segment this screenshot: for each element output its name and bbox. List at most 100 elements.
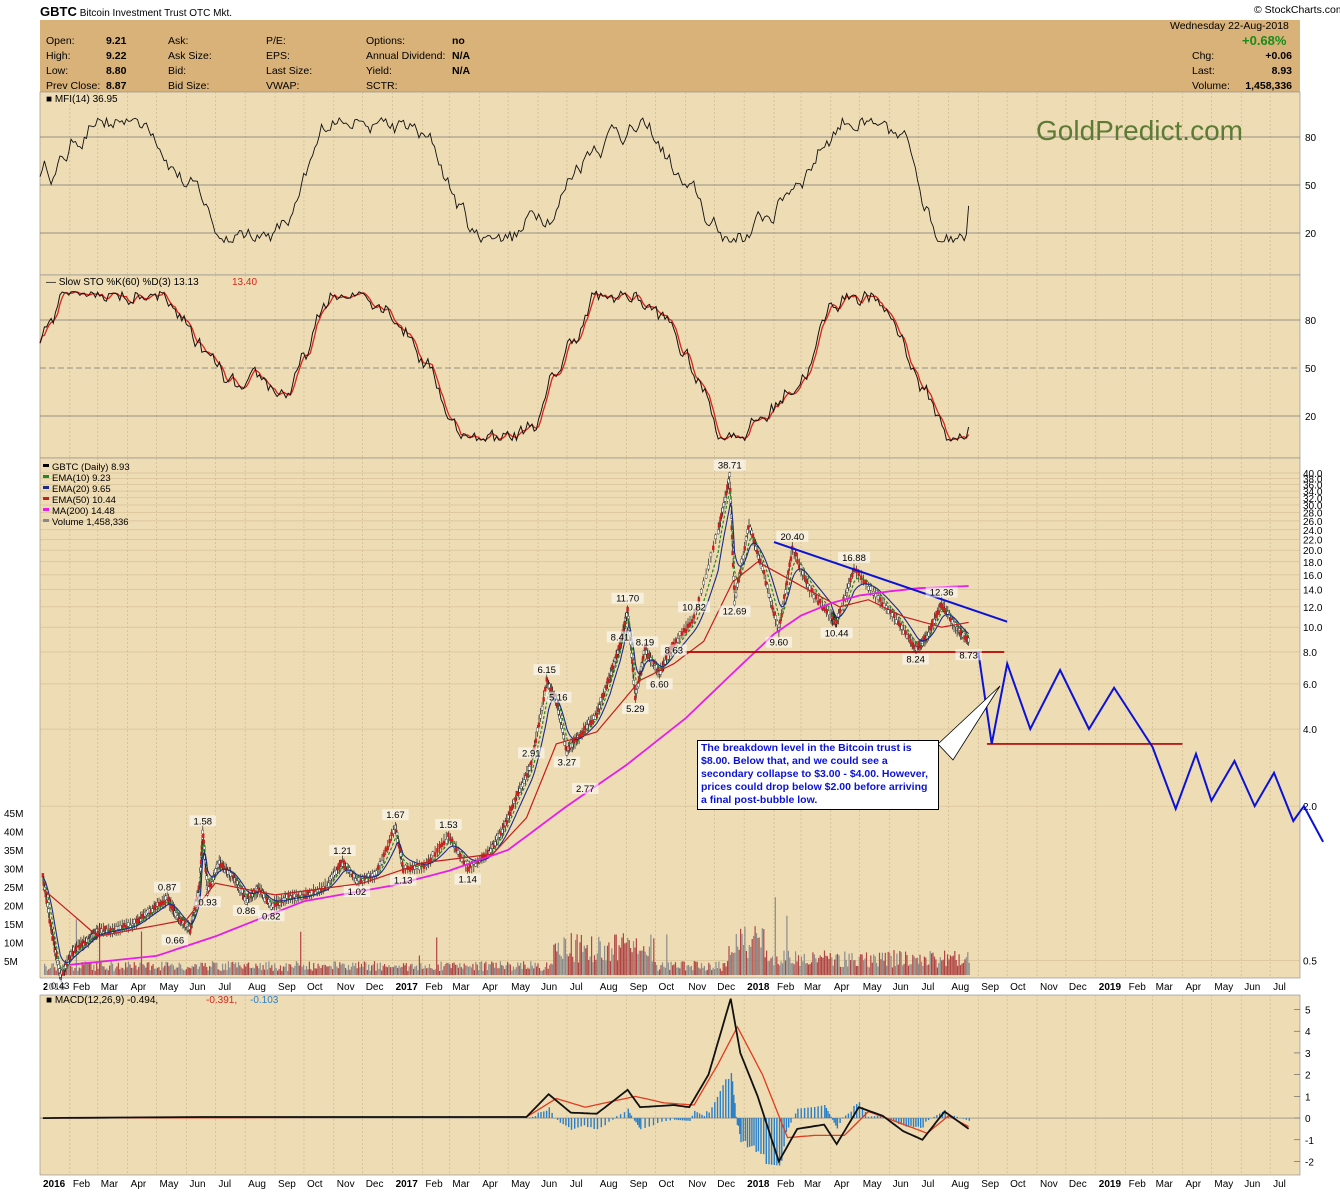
volume-bar — [524, 964, 526, 975]
macd-hist-bar — [740, 1118, 742, 1143]
macd-y-tick: 2 — [1305, 1071, 1311, 1082]
price-label-bg — [435, 818, 462, 830]
candle-body — [845, 588, 849, 593]
x-tick-label: May — [160, 982, 179, 993]
volume-bar — [320, 968, 322, 975]
volume-bar — [823, 950, 826, 975]
volume-bar — [388, 965, 390, 975]
price-label: 0.82 — [262, 911, 281, 922]
volume-bar — [766, 950, 768, 975]
volume-bar — [489, 964, 491, 975]
volume-bar — [83, 964, 85, 975]
volume-bar — [201, 962, 203, 975]
volume-bar — [657, 970, 659, 975]
volume-bar — [891, 967, 894, 975]
volume-bar — [253, 968, 255, 975]
macd-hist-bar — [616, 1116, 618, 1119]
volume-bar — [808, 964, 810, 975]
macd-hist-bar — [556, 1118, 559, 1120]
ema10-line — [42, 489, 970, 971]
volume-bar — [554, 943, 556, 975]
price-label: 1.53 — [439, 820, 458, 831]
volume-bar — [136, 969, 138, 975]
volume-bar — [742, 945, 745, 975]
volume-bar — [430, 968, 432, 975]
volume-bar — [46, 970, 49, 975]
price-y-tick: 2.0 — [1303, 802, 1317, 813]
price-label-bg — [678, 601, 711, 613]
volume-bar — [586, 945, 588, 975]
volume-bar — [279, 965, 282, 975]
volume-bar — [350, 966, 352, 975]
candle-body — [561, 728, 564, 733]
x-tick-label: Dec — [366, 1179, 384, 1190]
price-label-bg — [257, 910, 285, 922]
candle-body — [594, 715, 597, 720]
macd-hist-bar — [698, 1113, 701, 1119]
macd-hist-bar — [832, 1118, 834, 1120]
macd-hist-bar — [608, 1118, 610, 1122]
macd-hist-bar — [785, 1118, 788, 1133]
x-tick-label: May — [511, 1179, 530, 1190]
volume-y-tick: 45M — [4, 809, 23, 820]
volume-bar — [630, 948, 632, 975]
volume-bar — [523, 961, 525, 975]
volume-bar — [235, 962, 237, 975]
volume-bar — [618, 945, 620, 975]
x-tick-label: Dec — [717, 1179, 735, 1190]
quote-header — [40, 20, 1300, 92]
volume-bar — [782, 963, 784, 975]
quote-label: Volume: — [1192, 80, 1230, 92]
x-tick-label: Dec — [717, 982, 735, 993]
volume-bar — [450, 968, 452, 975]
volume-bar — [200, 962, 202, 975]
volume-bar — [318, 966, 321, 975]
candle-body — [754, 546, 757, 551]
x-tick-label: Jun — [1244, 1179, 1260, 1190]
volume-bar — [49, 967, 51, 975]
volume-bar — [394, 965, 396, 975]
volume-bar — [693, 961, 695, 975]
volume-bar — [745, 950, 747, 975]
price-label: 0.66 — [166, 935, 185, 946]
candle-body — [717, 529, 720, 535]
volume-bar — [656, 964, 658, 975]
volume-bar — [750, 946, 752, 975]
volume-bar — [517, 962, 519, 975]
volume-bar — [317, 963, 319, 975]
volume-bar — [48, 969, 50, 975]
volume-bar — [68, 964, 70, 975]
candle-body — [196, 892, 200, 897]
volume-bar — [259, 963, 261, 975]
candle-body — [530, 760, 533, 766]
macd-hist-bar — [962, 1118, 964, 1119]
volume-bar — [101, 966, 104, 975]
x-tick-label: Aug — [248, 982, 266, 993]
volume-bar — [592, 962, 594, 975]
ema20-line — [42, 502, 970, 964]
price-label: 1.58 — [194, 816, 213, 827]
volume-bar — [303, 964, 305, 975]
price-label-bg — [545, 691, 572, 703]
macd-hist-bar — [687, 1118, 689, 1121]
volume-bar — [290, 964, 292, 975]
volume-bar — [203, 966, 205, 975]
volume-bar — [816, 962, 818, 975]
x-tick-label: 2019 — [1099, 982, 1122, 993]
x-tick-label: Mar — [804, 982, 822, 993]
candle-body — [725, 490, 728, 496]
volume-bar — [274, 963, 276, 975]
price-y-tick: 10.0 — [1303, 623, 1323, 634]
macd-hist-bar — [861, 1107, 864, 1119]
volume-bar — [946, 954, 949, 975]
watermark: GoldPredict.com — [1036, 115, 1243, 146]
candle-body — [700, 589, 703, 594]
price-y-tick: 38.0 — [1303, 475, 1323, 486]
price-y-tick: 20.0 — [1303, 546, 1323, 557]
volume-bar — [706, 969, 708, 975]
volume-bar — [423, 968, 425, 975]
candle-body — [684, 628, 688, 633]
volume-bar — [893, 950, 895, 975]
month-grid — [39, 92, 1271, 1175]
macd-hist-bar — [836, 1118, 839, 1129]
